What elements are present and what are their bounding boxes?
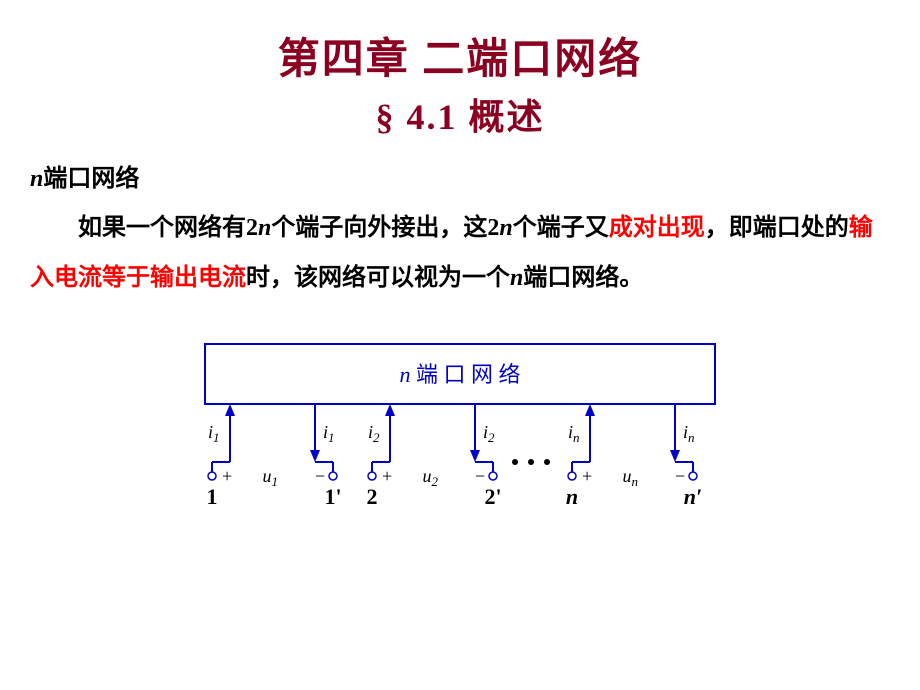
- svg-text:i2: i2: [483, 422, 495, 445]
- text-frag: 个端子向外接出，这2: [271, 215, 499, 241]
- paragraph: 如果一个网络有2n个端子向外接出，这2n个端子又成对出现，即端口处的输入电流等于…: [30, 203, 890, 304]
- var-n: n: [499, 215, 512, 241]
- subheading: n端口网络: [30, 158, 890, 193]
- subheading-text: 端口网络: [43, 166, 139, 192]
- svg-text:−: −: [675, 466, 685, 486]
- svg-text:−: −: [315, 466, 325, 486]
- subheading-n: n: [30, 166, 43, 192]
- text-frag: 时，该网络可以视为一个: [246, 265, 510, 291]
- svg-text:+: +: [582, 466, 592, 486]
- svg-text:n: n: [566, 484, 578, 509]
- svg-text:i2: i2: [368, 422, 380, 445]
- svg-text:un: un: [623, 466, 639, 489]
- svg-text:n 端 口 网 络: n 端 口 网 络: [399, 362, 520, 387]
- var-n: n: [510, 265, 523, 291]
- emphasis-red: 成对出现: [609, 215, 705, 241]
- svg-text:1: 1: [207, 484, 218, 509]
- svg-text:i1: i1: [323, 422, 335, 445]
- text-frag: 如果一个网络有2: [78, 215, 258, 241]
- svg-text:in: in: [683, 422, 695, 445]
- svg-text:u2: u2: [423, 466, 439, 489]
- svg-text:+: +: [382, 466, 392, 486]
- svg-text:+: +: [222, 466, 232, 486]
- svg-text:n′: n′: [684, 484, 702, 509]
- svg-text:2': 2': [484, 484, 501, 509]
- text-frag: 个端子又: [513, 215, 609, 241]
- network-diagram: n 端 口 网 络 i1 i1 + − u1 1 1' i2 i2 + − u2 2 2' in in + − un n…: [145, 334, 775, 534]
- var-n: n: [258, 215, 271, 241]
- svg-text:in: in: [568, 422, 580, 445]
- svg-text:2: 2: [367, 484, 378, 509]
- section-title: § 4.1 概述: [30, 88, 890, 140]
- svg-text:−: −: [475, 466, 485, 486]
- text-frag: 端口网络。: [523, 265, 643, 291]
- svg-text:1': 1': [324, 484, 341, 509]
- slide-page: 第四章 二端口网络 § 4.1 概述 n端口网络 如果一个网络有2n个端子向外接…: [0, 0, 920, 690]
- text-frag: ，即端口处的: [705, 215, 849, 241]
- svg-text:i1: i1: [208, 422, 220, 445]
- diagram-container: n 端 口 网 络 i1 i1 + − u1 1 1' i2 i2 + − u2 2 2' in in + − un n…: [30, 334, 890, 539]
- svg-text:u1: u1: [263, 466, 279, 489]
- chapter-title: 第四章 二端口网络: [30, 25, 890, 86]
